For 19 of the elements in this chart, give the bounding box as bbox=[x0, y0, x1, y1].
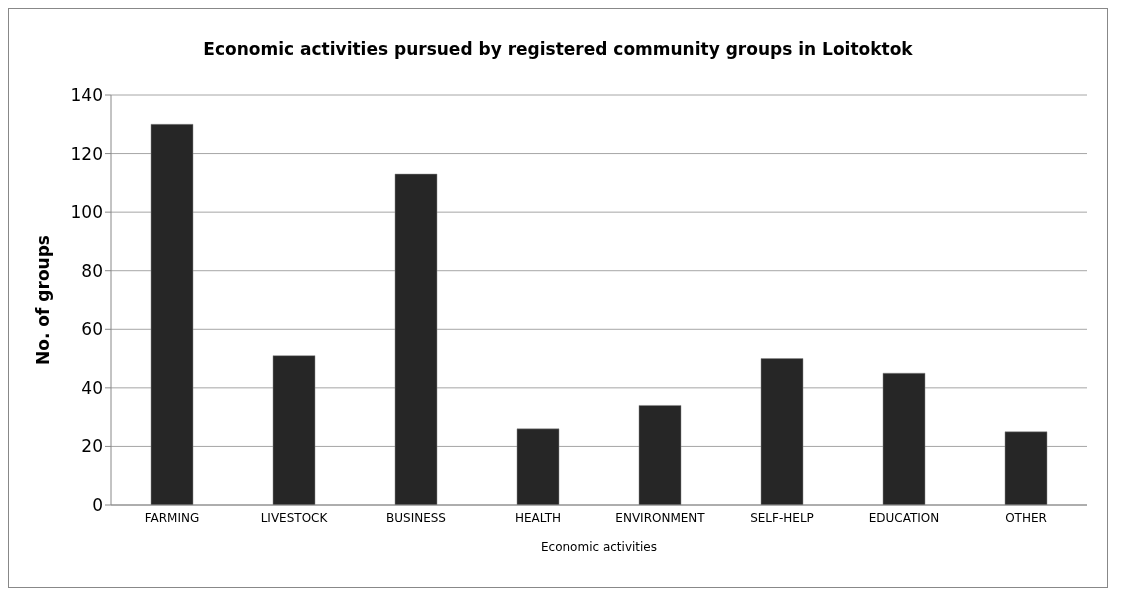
x-tick-label: EDUCATION bbox=[868, 510, 940, 525]
y-tick-label: 40 bbox=[81, 377, 103, 398]
x-tick-label: BUSINESS bbox=[386, 510, 446, 525]
y-tick-label: 0 bbox=[92, 495, 103, 516]
y-tick-label: 140 bbox=[70, 85, 103, 106]
y-tick-label: 120 bbox=[70, 143, 103, 164]
x-tick-label: OTHER bbox=[1005, 510, 1047, 525]
x-axis-title: Economic activities bbox=[540, 540, 658, 554]
y-tick-label: 80 bbox=[81, 260, 103, 281]
x-tick-label: SELF-HELP bbox=[750, 510, 814, 525]
y-tick-label: 20 bbox=[81, 436, 103, 457]
y-tick-label: 60 bbox=[81, 319, 103, 340]
chart-title: Economic activities pursued by registered community groups in Loitoktok bbox=[202, 39, 914, 59]
y-axis-title: No. of groups bbox=[33, 235, 54, 365]
x-tick-label: LIVESTOCK bbox=[260, 510, 329, 525]
x-tick-label: FARMING bbox=[144, 510, 200, 525]
x-tick-label: ENVIRONMENT bbox=[615, 510, 706, 525]
y-tick-label: 100 bbox=[70, 202, 103, 223]
x-tick-label: HEALTH bbox=[514, 510, 562, 525]
